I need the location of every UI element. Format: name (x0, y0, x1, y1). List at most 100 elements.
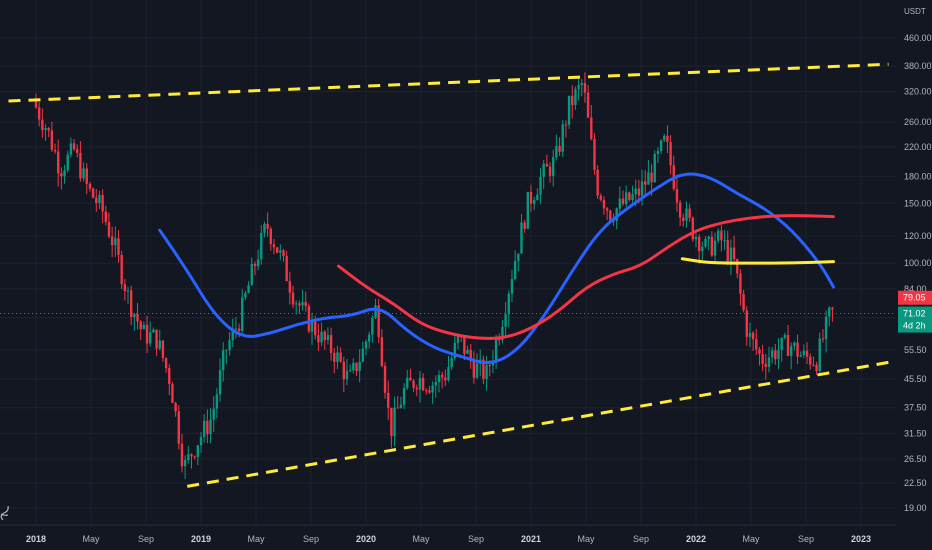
candle-body (748, 332, 752, 337)
candle-body (802, 350, 806, 355)
candle-body (149, 332, 152, 344)
candle-body (644, 181, 647, 185)
candle-body (161, 340, 165, 359)
candle-body (421, 377, 425, 391)
candle-body (777, 350, 780, 360)
candle-body (53, 149, 57, 152)
x-tick-label: 2023 (851, 534, 871, 544)
candle-body (155, 329, 158, 349)
y-tick-label: 180.00 (904, 171, 932, 181)
x-tick-label: 2020 (356, 534, 376, 544)
candle-body (402, 387, 406, 405)
candle-body (440, 374, 444, 378)
candle-body (450, 357, 453, 368)
candle-body (320, 331, 323, 343)
candle-body (793, 342, 796, 347)
candle-body (580, 82, 583, 86)
candle-body (453, 343, 457, 358)
candle-body (374, 305, 377, 318)
candle-body (596, 169, 599, 196)
candle-body (101, 194, 104, 212)
y-tick-label: 45.50 (904, 374, 927, 384)
candle-body (222, 350, 225, 371)
candle-body (504, 314, 507, 327)
x-tick-label: May (742, 534, 760, 544)
candle-body (329, 335, 333, 354)
candle-body (364, 341, 368, 349)
x-tick-label: Sep (138, 534, 154, 544)
y-tick-label: 460.00 (904, 33, 932, 43)
candle-body (164, 358, 168, 369)
candle-body (767, 357, 771, 367)
candle-body (637, 188, 641, 196)
candle-body (812, 364, 815, 366)
candle-body (682, 217, 685, 221)
candle-body (285, 255, 288, 282)
candle-body (215, 394, 219, 409)
candle-body (260, 232, 263, 260)
candle-body (82, 168, 85, 179)
x-tick-label: Sep (303, 534, 319, 544)
x-tick-label: Sep (798, 534, 814, 544)
candle-body (574, 89, 577, 106)
candle-body (650, 172, 653, 183)
candle-body (180, 443, 184, 467)
candle-body (256, 259, 260, 267)
candle-body (139, 321, 142, 330)
candle-body (786, 335, 790, 356)
candle-body (158, 340, 161, 349)
y-tick-label: 260.00 (904, 117, 932, 127)
candle-body (799, 354, 802, 357)
candle-body (482, 359, 485, 379)
candle-body (558, 145, 561, 152)
candle-body (187, 454, 190, 460)
candle-body (567, 95, 571, 125)
candle-body (726, 240, 729, 262)
logo-icon[interactable] (0, 505, 9, 521)
candle-body (431, 385, 434, 393)
trendlines[interactable] (8, 62, 889, 488)
candle-body (288, 281, 292, 293)
candle-body (69, 143, 73, 155)
candle-body (675, 188, 679, 203)
x-tick-label: 2019 (191, 534, 211, 544)
candle-body (501, 326, 504, 341)
candle-body (710, 236, 714, 256)
candle-body (542, 163, 545, 177)
candle-body (76, 149, 79, 153)
candle-body (418, 377, 422, 390)
candle-body (513, 260, 517, 280)
y-axis[interactable]: 460.00 380.00 320.00 260.00 220.00 180.00 150.… (904, 33, 932, 513)
y-tick-label: 320.00 (904, 87, 932, 97)
y-tick-label: 31.50 (904, 428, 927, 438)
candle-body (609, 210, 612, 222)
candle-body (694, 236, 698, 240)
candle-body (615, 208, 618, 221)
candle-body (298, 303, 301, 306)
candle-body (605, 208, 609, 211)
candle-body (145, 324, 149, 344)
candle-body (593, 138, 596, 170)
candle-body (136, 314, 139, 322)
candle-body (294, 303, 298, 305)
candle-body (602, 199, 606, 209)
candle-body (377, 305, 380, 338)
candle-body (107, 221, 111, 237)
candle-body (663, 135, 666, 141)
candle-body (196, 445, 200, 458)
candle-body (168, 368, 171, 385)
trendline[interactable] (8, 62, 889, 103)
y-tick-label: 37.50 (904, 403, 927, 413)
x-axis[interactable]: 2018 May Sep 2019 May Sep 2020 May Sep 2021 May Sep… (26, 534, 871, 544)
candle-body (279, 250, 282, 253)
candle-body (539, 176, 542, 195)
candle-body (669, 141, 672, 166)
indicator-lines (158, 172, 835, 365)
x-tick-label: May (412, 534, 430, 544)
price-tag-green (898, 306, 932, 333)
candle-body (88, 183, 92, 189)
candle-body (618, 198, 622, 209)
candle-body (520, 222, 523, 254)
candle-body (621, 198, 625, 205)
